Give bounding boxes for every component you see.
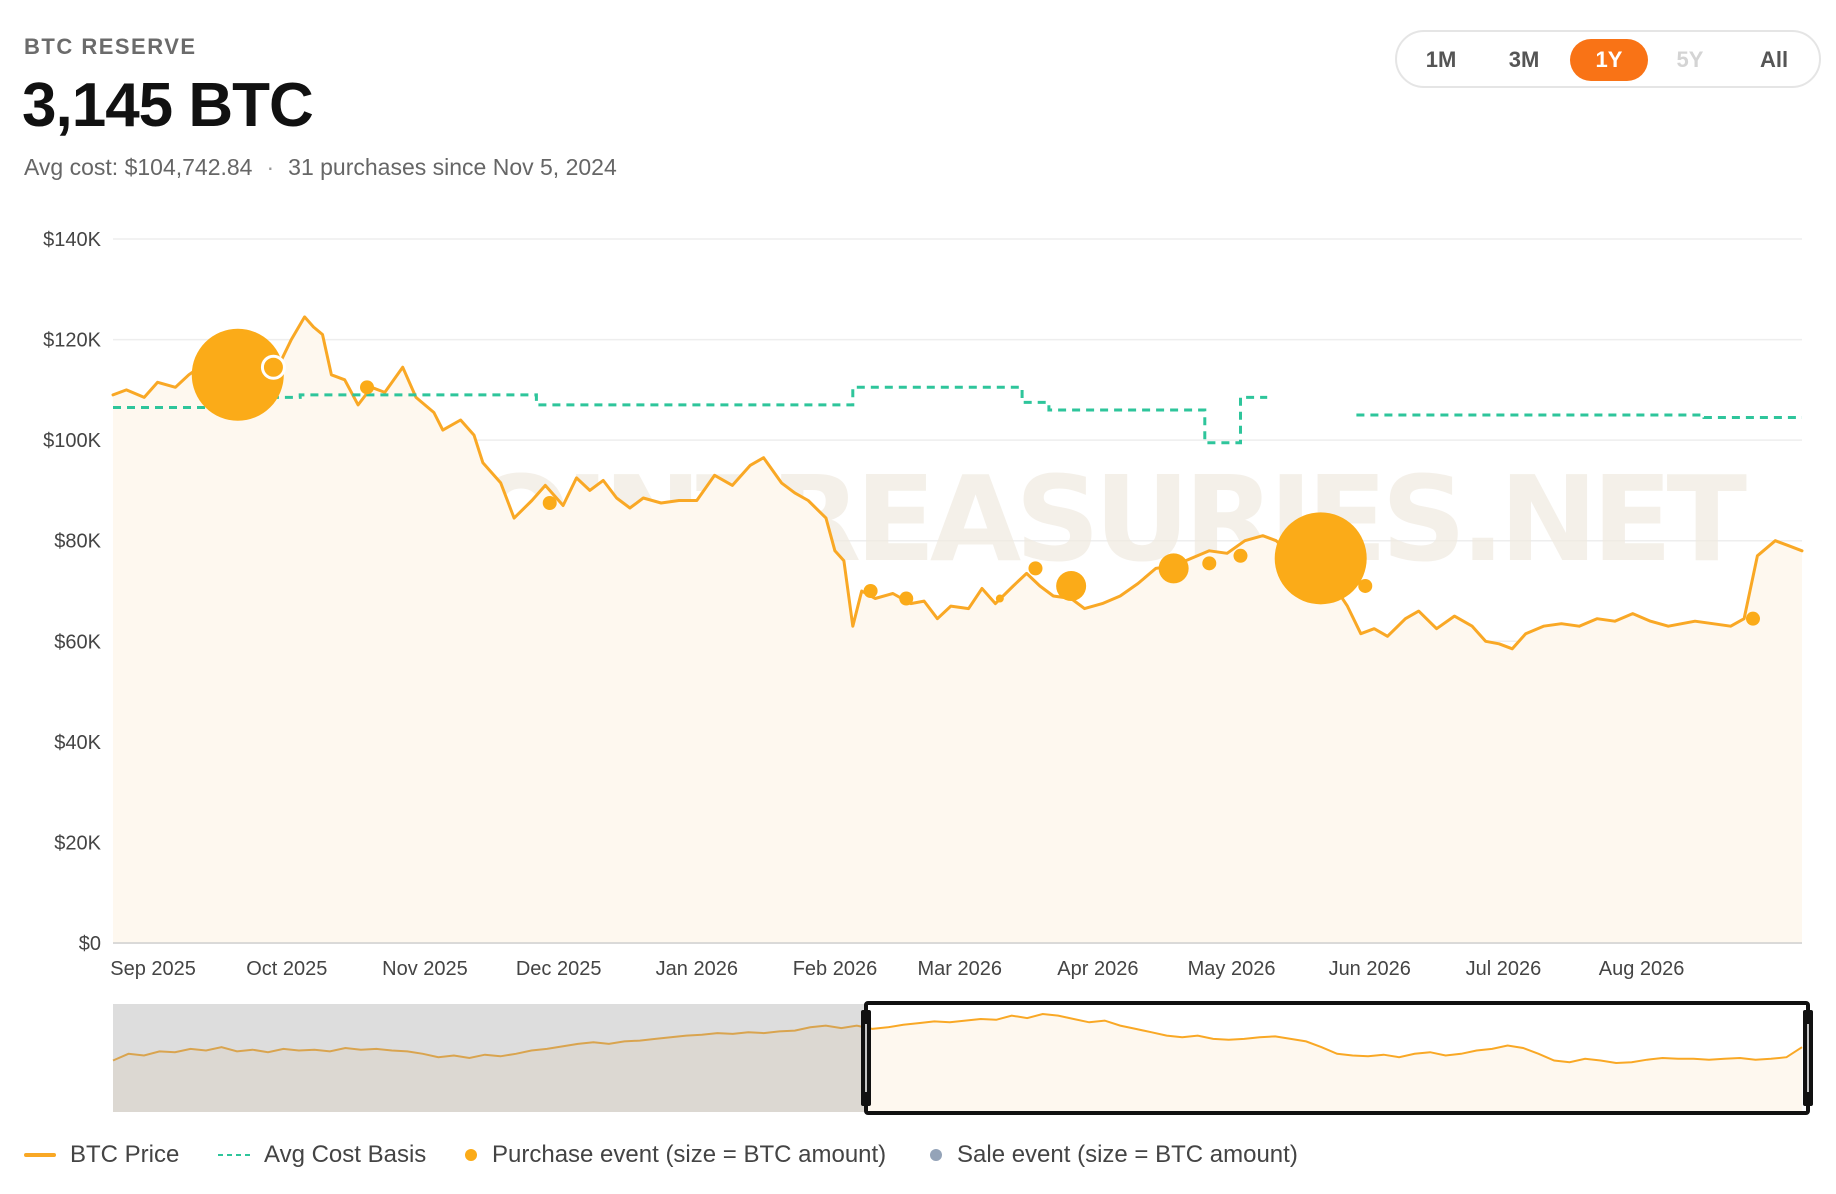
legend-item-price[interactable]: BTC Price [24, 1141, 179, 1169]
x-tick-label: Feb 2026 [793, 958, 878, 980]
navigator-line [112, 1012, 1803, 1065]
legend-label-avg: Avg Cost Basis [264, 1141, 427, 1168]
y-tick-label: $80K [54, 531, 101, 553]
legend-label-price: BTC Price [70, 1141, 180, 1168]
avg-cost-line [1356, 413, 1802, 419]
x-tick-label: Jul 2026 [1466, 958, 1542, 980]
y-tick-label: $140K [43, 229, 101, 251]
purchase-marker [360, 380, 375, 395]
purchase-marker [1274, 512, 1367, 605]
sale-dot-swatch [930, 1149, 942, 1161]
x-tick-label: Mar 2026 [917, 958, 1002, 980]
avg-cost-line [113, 385, 1268, 445]
purchase-marker [1233, 548, 1248, 563]
y-tick-label: $0 [79, 933, 101, 955]
range-all-button[interactable]: All [1759, 47, 1789, 72]
x-tick-label: Jun 2026 [1329, 958, 1411, 980]
reserve-summary: Avg cost: $104,742.84 · 31 purchases since… [24, 154, 617, 181]
avg-cost-text: Avg cost: $104,742.84 [24, 154, 253, 180]
purchase-marker [863, 584, 878, 598]
x-tick-label: Aug 2026 [1599, 958, 1685, 980]
purchase-marker [191, 328, 284, 421]
x-tick-label: Oct 2025 [246, 958, 327, 980]
range-5y-button: 5Y [1676, 47, 1704, 72]
legend-label-purchase: Purchase event (size = BTC amount) [492, 1141, 887, 1168]
range-3m-button[interactable]: 3M [1508, 47, 1540, 72]
legend-label-sale: Sale event (size = BTC amount) [957, 1141, 1298, 1168]
range-1y-button[interactable]: 1Y [1570, 39, 1648, 81]
x-tick-label: Jan 2026 [656, 958, 738, 980]
y-tick-label: $40K [54, 732, 101, 754]
x-tick-label: Nov 2025 [382, 958, 468, 980]
y-tick-label: $60K [54, 631, 101, 653]
y-tick-label: $100K [43, 430, 101, 452]
purchase-marker [542, 496, 557, 510]
purchase-marker [899, 591, 914, 606]
x-tick-label: Apr 2026 [1057, 958, 1138, 980]
purchase-marker [260, 354, 286, 380]
range-1m-button[interactable]: 1M [1425, 47, 1457, 72]
navigator-unselected-mask [113, 1004, 866, 1112]
purchases-text: 31 purchases since Nov 5, 2024 [288, 154, 617, 180]
purchase-marker [1202, 556, 1217, 571]
reserve-total: 3,145 BTC [22, 71, 314, 140]
x-tick-label: May 2026 [1188, 958, 1276, 980]
purchase-marker [1358, 578, 1373, 593]
purchase-marker [1028, 561, 1043, 576]
price-line-swatch [24, 1153, 56, 1157]
avg-line-swatch [218, 1154, 250, 1156]
reserve-label: BTC RESERVE [24, 34, 197, 59]
btc-price-chart: $0$20K$40K$60K$80K$100K$120K$140KBITCOIN… [43, 229, 1813, 1115]
x-tick-label: Dec 2025 [516, 958, 602, 980]
purchase-marker [1745, 611, 1760, 626]
purchase-marker [1158, 553, 1189, 584]
purchase-dot-swatch [465, 1149, 477, 1161]
y-tick-label: $120K [43, 330, 101, 352]
x-tick-label: Sep 2025 [110, 958, 196, 980]
y-tick-label: $20K [54, 832, 101, 854]
purchase-marker [995, 594, 1004, 603]
price-area [113, 316, 1802, 943]
legend-item-avg[interactable]: Avg Cost Basis [218, 1141, 426, 1169]
summary-separator: · [266, 154, 275, 180]
legend-item-purchase[interactable]: Purchase event (size = BTC amount) [464, 1141, 886, 1169]
legend-item-sale[interactable]: Sale event (size = BTC amount) [929, 1141, 1298, 1169]
purchase-marker [1056, 570, 1087, 601]
time-range-toggle: 1M 3M 1Y 5Y All [1395, 30, 1821, 88]
navigator-area [113, 1014, 1802, 1112]
